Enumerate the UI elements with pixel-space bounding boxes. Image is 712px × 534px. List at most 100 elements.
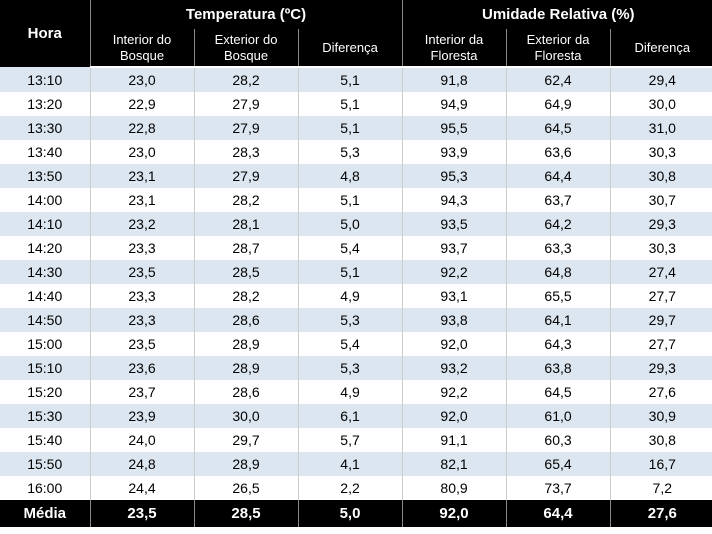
col-hum-interior-header: Interior daFloresta (402, 29, 506, 67)
cell-td: 4,1 (298, 452, 402, 476)
cell-ti: 23,0 (90, 67, 194, 92)
cell-hi: 95,5 (402, 116, 506, 140)
cell-hora: 14:40 (0, 284, 90, 308)
table-row: 15:1023,628,95,393,263,829,3 (0, 356, 712, 380)
cell-hora: 14:10 (0, 212, 90, 236)
cell-hi: 82,1 (402, 452, 506, 476)
cell-te: 28,3 (194, 140, 298, 164)
cell-hora: 13:20 (0, 92, 90, 116)
cell-he: 64,5 (506, 380, 610, 404)
cell-hd: 30,8 (610, 164, 712, 188)
cell-hd: 27,6 (610, 380, 712, 404)
cell-ti: 23,1 (90, 188, 194, 212)
cell-td: 2,2 (298, 476, 402, 500)
cell-ti: 24,8 (90, 452, 194, 476)
cell-te: 27,9 (194, 92, 298, 116)
cell-ti: 22,9 (90, 92, 194, 116)
cell-td: 5,3 (298, 356, 402, 380)
table-row: 14:4023,328,24,993,165,527,7 (0, 284, 712, 308)
col-hum-diff-header: Diferença (610, 29, 712, 67)
cell-hi: 93,2 (402, 356, 506, 380)
cell-hd: 30,3 (610, 140, 712, 164)
cell-hi: 92,2 (402, 380, 506, 404)
cell-te: 28,1 (194, 212, 298, 236)
col-temp-group-header: Temperatura (ºC) (90, 0, 402, 29)
cell-te: 30,0 (194, 404, 298, 428)
cell-te: 27,9 (194, 164, 298, 188)
cell-he: 63,6 (506, 140, 610, 164)
cell-te: 28,9 (194, 332, 298, 356)
cell-hd: 29,3 (610, 356, 712, 380)
table-body: 13:1023,028,25,191,862,429,413:2022,927,… (0, 67, 712, 500)
col-hum-group-header: Umidade Relativa (%) (402, 0, 712, 29)
cell-he: 64,1 (506, 308, 610, 332)
cell-hi: 94,3 (402, 188, 506, 212)
cell-hi: 92,0 (402, 332, 506, 356)
cell-he: 73,7 (506, 476, 610, 500)
cell-hora: 13:30 (0, 116, 90, 140)
cell-te: 28,5 (194, 260, 298, 284)
cell-ti: 23,3 (90, 308, 194, 332)
cell-hora: 15:00 (0, 332, 90, 356)
cell-hi: 93,5 (402, 212, 506, 236)
col-temp-exterior-header: Exterior doBosque (194, 29, 298, 67)
cell-te: 28,6 (194, 380, 298, 404)
cell-he: 63,3 (506, 236, 610, 260)
col-hora-header: Hora (0, 0, 90, 67)
cell-hora: 15:10 (0, 356, 90, 380)
cell-te: 28,7 (194, 236, 298, 260)
cell-he: 65,5 (506, 284, 610, 308)
cell-hora: 13:10 (0, 67, 90, 92)
cell-hora: 14:30 (0, 260, 90, 284)
cell-td: 5,4 (298, 332, 402, 356)
col-temp-diff-header: Diferença (298, 29, 402, 67)
table-row: 16:0024,426,52,280,973,77,2 (0, 476, 712, 500)
cell-hd: 29,3 (610, 212, 712, 236)
cell-te: 29,7 (194, 428, 298, 452)
cell-hora: 14:20 (0, 236, 90, 260)
footer-hd: 27,6 (610, 500, 712, 527)
cell-hora: 15:20 (0, 380, 90, 404)
cell-ti: 23,6 (90, 356, 194, 380)
cell-hi: 93,9 (402, 140, 506, 164)
cell-hd: 30,0 (610, 92, 712, 116)
cell-hd: 16,7 (610, 452, 712, 476)
footer-hi: 92,0 (402, 500, 506, 527)
table-row: 13:3022,827,95,195,564,531,0 (0, 116, 712, 140)
cell-hi: 80,9 (402, 476, 506, 500)
cell-td: 4,8 (298, 164, 402, 188)
table-row: 15:2023,728,64,992,264,527,6 (0, 380, 712, 404)
cell-td: 6,1 (298, 404, 402, 428)
cell-hd: 27,4 (610, 260, 712, 284)
cell-td: 5,7 (298, 428, 402, 452)
cell-hd: 31,0 (610, 116, 712, 140)
cell-hd: 30,7 (610, 188, 712, 212)
cell-ti: 23,1 (90, 164, 194, 188)
cell-hd: 27,7 (610, 284, 712, 308)
table-row: 13:5023,127,94,895,364,430,8 (0, 164, 712, 188)
col-hum-exterior-header: Exterior daFloresta (506, 29, 610, 67)
data-table: Hora Temperatura (ºC) Umidade Relativa (… (0, 0, 712, 527)
cell-te: 26,5 (194, 476, 298, 500)
cell-ti: 24,4 (90, 476, 194, 500)
cell-td: 5,1 (298, 92, 402, 116)
cell-he: 64,4 (506, 164, 610, 188)
cell-td: 5,1 (298, 67, 402, 92)
cell-hd: 27,7 (610, 332, 712, 356)
cell-hd: 29,7 (610, 308, 712, 332)
footer-ti: 23,5 (90, 500, 194, 527)
cell-te: 28,6 (194, 308, 298, 332)
cell-td: 5,1 (298, 116, 402, 140)
cell-ti: 23,3 (90, 284, 194, 308)
cell-ti: 23,9 (90, 404, 194, 428)
cell-ti: 23,7 (90, 380, 194, 404)
table-row: 15:4024,029,75,791,160,330,8 (0, 428, 712, 452)
cell-hora: 16:00 (0, 476, 90, 500)
cell-hora: 14:50 (0, 308, 90, 332)
table-row: 14:2023,328,75,493,763,330,3 (0, 236, 712, 260)
footer-te: 28,5 (194, 500, 298, 527)
cell-te: 28,2 (194, 67, 298, 92)
cell-te: 28,9 (194, 356, 298, 380)
cell-hora: 15:30 (0, 404, 90, 428)
cell-te: 28,2 (194, 188, 298, 212)
